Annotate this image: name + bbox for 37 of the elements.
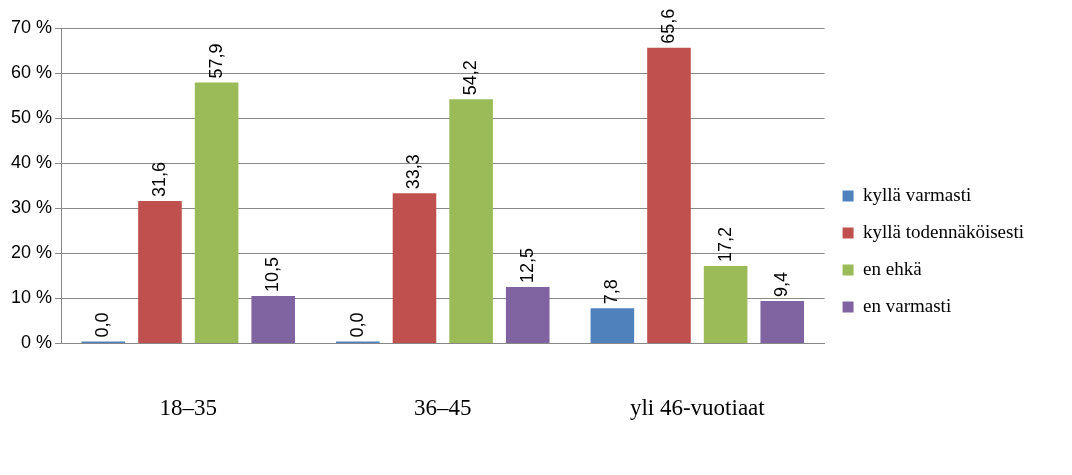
- bar: [703, 265, 748, 343]
- y-tick-label: 50 %: [11, 107, 53, 128]
- data-label: 0,0: [92, 312, 113, 338]
- x-tick-label: 36–45: [414, 395, 472, 421]
- data-label: 17,2: [714, 226, 735, 262]
- data-label: 10,5: [262, 257, 283, 293]
- bar: [138, 201, 182, 343]
- y-tick-label: 0 %: [21, 332, 53, 353]
- data-label: 54,2: [460, 60, 481, 96]
- data-label: 31,6: [148, 161, 169, 198]
- y-tick-label: 40 %: [11, 152, 53, 173]
- data-label: 33,3: [403, 154, 424, 190]
- y-tick-label: 70 %: [11, 16, 53, 37]
- bar: [251, 296, 296, 343]
- data-label: 9,4: [771, 272, 792, 298]
- legend-label: kyllä todennäköisesti: [863, 220, 1025, 242]
- y-tick-label: 20 %: [11, 242, 53, 263]
- bar: [449, 99, 493, 343]
- y-tick-label: 30 %: [11, 197, 53, 218]
- bar: [392, 193, 437, 343]
- data-label: 65,6: [657, 8, 678, 44]
- bar: [760, 301, 805, 343]
- y-tick-label: 60 %: [11, 62, 53, 83]
- data-label: 57,9: [205, 43, 226, 79]
- x-tick-label: 18–35: [159, 395, 218, 421]
- legend-label: kyllä varmasti: [863, 183, 972, 205]
- bar: [194, 82, 239, 343]
- y-tick-label: 10 %: [11, 287, 53, 308]
- bar: [590, 308, 635, 343]
- bar: [647, 47, 691, 343]
- data-label: 12,5: [516, 248, 537, 284]
- data-label: 0,0: [346, 312, 367, 338]
- data-label: 7,8: [601, 279, 622, 305]
- x-tick-label: yli 46-vuotiaat: [629, 395, 766, 421]
- legend-label: en ehkä: [863, 257, 923, 279]
- bar: [505, 287, 550, 343]
- legend-label: en varmasti: [863, 294, 952, 316]
